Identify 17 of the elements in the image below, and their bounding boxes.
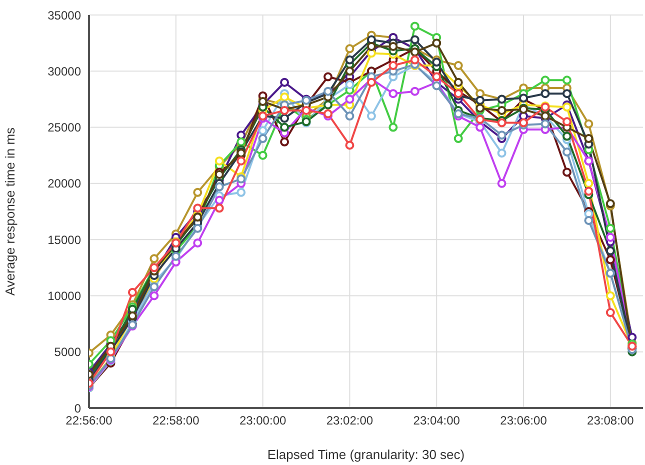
- y-tick-label: 30000: [48, 64, 82, 78]
- x-axis-title: Elapsed Time (granularity: 30 sec): [267, 447, 465, 462]
- x-tick-label: 22:56:00: [66, 414, 113, 428]
- y-tick-label: 10000: [48, 288, 82, 303]
- x-tick-label: 23:04:00: [413, 414, 460, 428]
- y-tick-label: 35000: [48, 8, 82, 22]
- y-tick-label: 25000: [48, 120, 82, 135]
- x-tick-label: 23:06:00: [500, 414, 548, 428]
- x-tick-label: 22:58:00: [152, 414, 200, 428]
- y-tick-label: 0: [74, 401, 82, 416]
- y-tick-label: 5000: [54, 345, 82, 360]
- x-tick-label: 23:00:00: [239, 414, 286, 428]
- x-tick-label: 23:08:00: [587, 414, 634, 428]
- y-tick-label: 20000: [48, 176, 82, 191]
- y-tick-label: 15000: [48, 232, 82, 247]
- y-axis-title: Average response time in ms: [2, 126, 18, 296]
- x-tick-label: 23:02:00: [326, 414, 374, 428]
